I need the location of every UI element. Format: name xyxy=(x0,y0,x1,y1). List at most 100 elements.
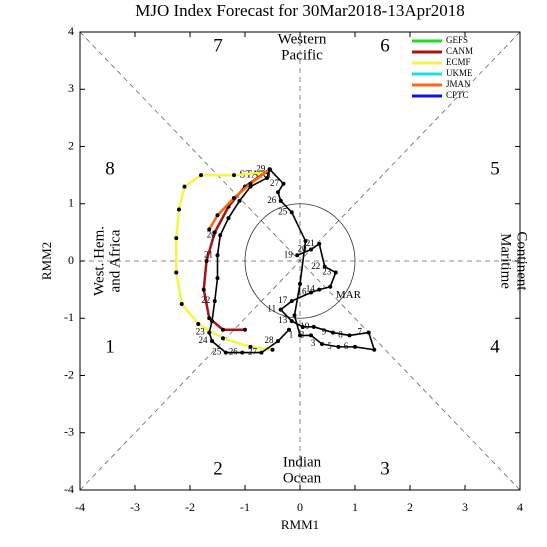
point xyxy=(218,233,223,238)
region-label: Indian xyxy=(283,454,322,470)
phase-label: 2 xyxy=(213,458,223,479)
point xyxy=(311,324,316,329)
point xyxy=(276,190,280,195)
point xyxy=(221,327,225,332)
y-tick-label: -1 xyxy=(64,310,74,324)
legend-label: ECMF xyxy=(446,57,471,67)
point-label: 21 xyxy=(204,249,213,259)
point xyxy=(309,290,313,295)
point xyxy=(336,344,341,349)
point xyxy=(289,210,294,215)
point xyxy=(372,347,377,352)
point xyxy=(248,344,253,349)
point xyxy=(248,184,253,189)
point xyxy=(221,336,225,341)
point-label: 8 xyxy=(338,329,343,339)
point-label: 11 xyxy=(267,304,276,314)
point xyxy=(207,316,212,321)
y-tick-label: -3 xyxy=(64,425,74,439)
point-label: 10 xyxy=(300,321,310,331)
point xyxy=(226,216,231,221)
phase-label: 3 xyxy=(380,458,390,479)
phase-label: 7 xyxy=(213,35,223,56)
point-label: 26 xyxy=(267,195,277,205)
x-axis-label: RMM1 xyxy=(281,517,319,532)
phase-label: 1 xyxy=(105,336,115,357)
phase-label: 8 xyxy=(105,158,115,179)
point-label: 23 xyxy=(196,327,206,337)
legend-label: CANM xyxy=(446,46,473,56)
legend-label: UKME xyxy=(446,68,473,78)
point xyxy=(265,175,269,180)
x-tick-label: 4 xyxy=(517,500,523,514)
point-label: 20 xyxy=(207,229,217,239)
x-tick-label: 0 xyxy=(297,500,303,514)
point-label: 19 xyxy=(284,249,294,259)
point xyxy=(289,299,294,304)
point xyxy=(292,313,297,318)
point xyxy=(287,327,291,332)
y-tick-label: -2 xyxy=(64,367,74,381)
phase-label: 6 xyxy=(380,35,390,56)
point xyxy=(298,333,302,338)
point-label: 14 xyxy=(306,284,316,294)
point xyxy=(317,241,322,246)
point xyxy=(322,264,327,269)
point xyxy=(298,281,302,286)
unit-circle xyxy=(244,203,356,319)
region-label: West. Hem. xyxy=(91,226,107,296)
guide-line xyxy=(79,31,521,491)
point xyxy=(174,236,179,241)
point xyxy=(276,339,280,344)
point-label: 27 xyxy=(270,178,280,188)
point xyxy=(215,253,220,258)
x-tick-label: -4 xyxy=(75,500,85,514)
point xyxy=(174,270,179,275)
point xyxy=(196,321,201,326)
point-label: 21 xyxy=(306,238,315,248)
y-tick-label: -4 xyxy=(64,482,74,496)
point xyxy=(278,198,283,203)
point xyxy=(212,299,217,304)
point xyxy=(248,181,253,186)
point xyxy=(210,319,214,324)
point xyxy=(232,173,236,178)
point-label: 22 xyxy=(201,295,210,305)
point xyxy=(237,198,242,203)
region-label: and Africa xyxy=(107,229,123,292)
x-tick-label: 2 xyxy=(407,500,413,514)
y-tick-label: 1 xyxy=(68,196,74,210)
point xyxy=(182,184,187,189)
point-label: 6 xyxy=(344,341,349,351)
point xyxy=(331,330,335,335)
point xyxy=(207,330,212,335)
point-label: 22 xyxy=(311,261,320,271)
point xyxy=(223,350,228,355)
region-label: Continent xyxy=(514,231,530,291)
point xyxy=(309,247,313,252)
region-label: Western xyxy=(278,31,327,47)
point xyxy=(270,347,275,352)
point xyxy=(201,287,206,292)
x-tick-label: 3 xyxy=(462,500,468,514)
point-label: 25 xyxy=(212,347,222,357)
y-tick-label: 0 xyxy=(68,253,74,267)
point xyxy=(243,327,247,332)
region-label: Maritime xyxy=(498,233,514,289)
point xyxy=(281,181,286,186)
point xyxy=(366,330,371,335)
y-tick-label: 2 xyxy=(68,138,74,152)
point xyxy=(309,333,313,338)
point xyxy=(204,259,209,263)
point-label: 20 xyxy=(298,244,308,254)
point xyxy=(317,287,322,292)
point xyxy=(278,307,283,312)
chart-title: MJO Index Forecast for 30Mar2018-13Apr20… xyxy=(135,1,465,20)
point xyxy=(303,238,308,243)
point-label: 23 xyxy=(322,267,332,277)
point xyxy=(320,342,324,347)
y-tick-label: 3 xyxy=(68,81,74,95)
point xyxy=(295,253,300,258)
point-label: 17 xyxy=(278,295,288,305)
